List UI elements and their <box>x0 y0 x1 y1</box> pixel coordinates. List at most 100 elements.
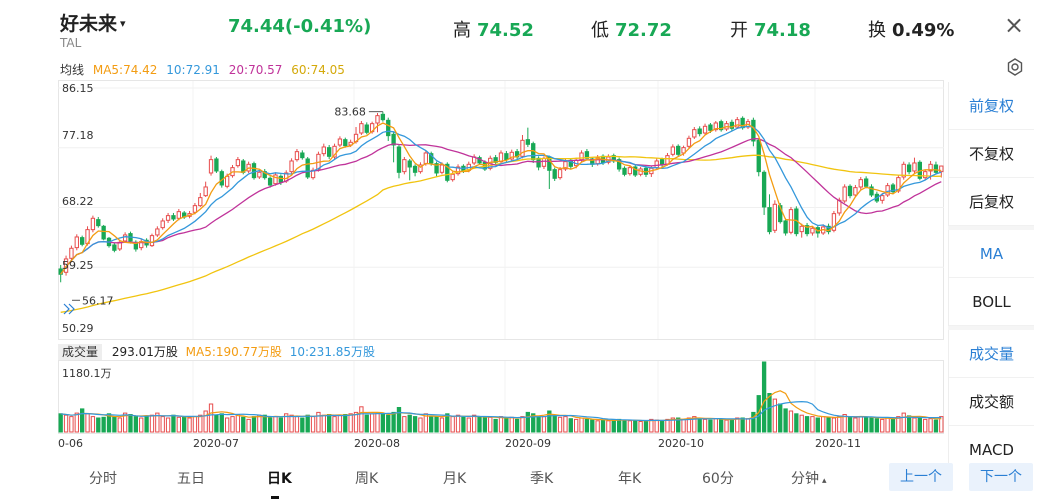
candle-body <box>525 139 531 145</box>
volume-bar <box>783 408 788 433</box>
candle-body <box>434 163 439 174</box>
gear-icon[interactable] <box>1005 57 1025 77</box>
volume-bar <box>504 417 509 433</box>
adjust-none-option[interactable]: 不复权 <box>949 130 1034 178</box>
kline-chart[interactable]: 83.68 56.17 <box>58 80 944 460</box>
volume-bar <box>842 414 847 433</box>
volume-bar <box>412 416 418 433</box>
volume-bar <box>348 413 353 433</box>
volume-bar <box>815 417 820 433</box>
low-label: 低 <box>591 20 609 41</box>
tab-intraday[interactable]: 分时 <box>89 471 117 487</box>
side-divider <box>948 226 1034 230</box>
candle-body <box>702 125 708 134</box>
volume-bar <box>676 417 681 433</box>
candle-body <box>321 146 326 155</box>
volume-bar <box>375 412 380 433</box>
volume-bar <box>273 416 278 433</box>
tab-daily-k[interactable]: 日K <box>267 468 292 499</box>
volume-bar <box>906 415 912 433</box>
adjust-backward-option[interactable]: 后复权 <box>949 178 1034 226</box>
prev-stock-button[interactable]: 上一个 <box>889 463 953 491</box>
candle-body <box>176 211 181 219</box>
volume-bar <box>724 419 729 433</box>
volume-bar <box>353 411 359 433</box>
y-tick-label: 50.29 <box>62 322 94 335</box>
volume-bar <box>923 418 928 433</box>
volume-bar <box>761 361 767 433</box>
subchart-macd-option[interactable]: MACD <box>969 441 1014 459</box>
candle-body <box>455 166 461 175</box>
open-value: 74.18 <box>754 20 811 41</box>
candle-body <box>772 203 778 231</box>
candle-body <box>155 228 160 236</box>
subchart-volume-option[interactable]: 成交量 <box>949 330 1034 378</box>
candle-body <box>767 207 772 233</box>
next-stock-button[interactable]: 下一个 <box>969 463 1033 491</box>
volume-bar <box>917 417 923 433</box>
volume-bar <box>713 418 718 433</box>
volume-bar <box>434 416 439 433</box>
stock-name-selector[interactable]: 好未来 ▾ <box>60 9 126 36</box>
volume-bar <box>455 414 461 433</box>
volume-bar <box>391 411 396 433</box>
candle-body <box>928 163 933 172</box>
volume-legend: 成交量 293.01万股 MA5:190.77万股 10:231.85万股 <box>58 343 379 360</box>
volume-bar <box>563 416 568 433</box>
volume-bar <box>267 417 273 433</box>
tab-minute[interactable]: 分钟 ▴ <box>791 468 827 488</box>
volume-bar <box>794 413 799 433</box>
volume-bar <box>557 416 563 433</box>
candle-body <box>96 219 101 227</box>
volume-bar <box>928 418 933 433</box>
side-divider <box>948 326 1034 330</box>
volume-bar <box>284 413 289 433</box>
tab-weekly-k[interactable]: 周K <box>355 471 379 487</box>
volume-bar <box>514 418 520 433</box>
volume-bar <box>681 418 686 433</box>
volume-bar <box>359 406 364 433</box>
candle-body <box>504 153 509 161</box>
volume-bar <box>332 416 337 433</box>
candle-body <box>858 179 863 188</box>
tab-yearly-k[interactable]: 年K <box>618 471 642 487</box>
indicator-boll-option[interactable]: BOLL <box>949 278 1034 326</box>
volume-bar <box>541 416 547 433</box>
candle-body <box>520 139 525 157</box>
volume-bar <box>380 414 386 433</box>
tab-minute-label: 分钟 <box>791 471 819 487</box>
candle-body <box>332 145 337 158</box>
subchart-amount-option[interactable]: 成交额 <box>949 378 1034 426</box>
volume-bar <box>874 418 880 433</box>
volume-bar <box>300 417 305 433</box>
volume-bar <box>407 414 412 433</box>
volume-bar <box>590 419 595 433</box>
candle-body <box>799 225 804 233</box>
tab-five-day[interactable]: 五日 <box>177 471 205 487</box>
volume-bar <box>139 417 144 433</box>
adjust-forward-option[interactable]: 前复权 <box>949 82 1034 130</box>
high-label: 高 <box>453 20 471 41</box>
volume-bar <box>214 414 219 433</box>
close-icon[interactable]: × <box>1003 11 1025 39</box>
volume-bar <box>171 414 176 433</box>
candle-body <box>273 174 278 185</box>
tab-monthly-k[interactable]: 月K <box>443 471 467 487</box>
volume-bar <box>863 416 869 433</box>
candle-body <box>509 151 514 160</box>
candle-body <box>101 225 106 240</box>
kline-chart-area[interactable]: 83.68 56.17 <box>58 80 944 460</box>
indicator-ma-option[interactable]: MA <box>949 230 1034 278</box>
candle-body <box>289 160 294 173</box>
volume-bar <box>337 414 343 433</box>
tab-quarterly-k[interactable]: 季K <box>530 471 554 487</box>
volume-bar <box>429 416 434 433</box>
volume-bar <box>112 416 117 433</box>
candle-body <box>912 162 917 172</box>
volume-bar <box>343 414 348 433</box>
volume-bar <box>262 414 267 433</box>
candle-body <box>171 215 176 220</box>
volume-bar <box>799 414 804 433</box>
volume-bar <box>735 417 740 433</box>
tab-60-minute[interactable]: 60分 <box>702 471 734 487</box>
